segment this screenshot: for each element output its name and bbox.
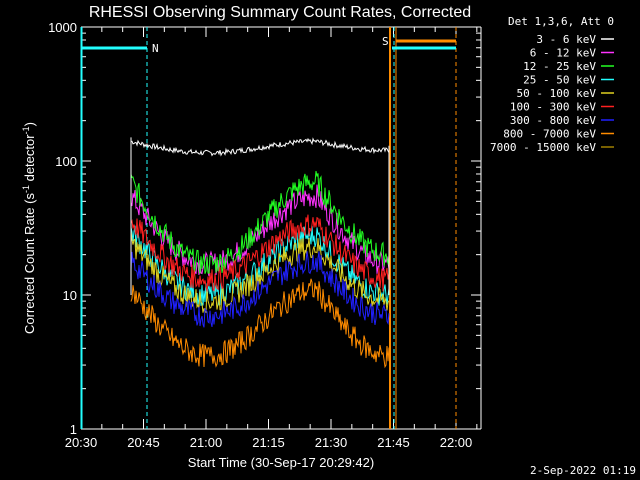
- y-tick-label: 1000: [48, 20, 77, 35]
- timestamp: 2-Sep-2022 01:19: [530, 464, 636, 477]
- legend-label: 50 - 100 keV: [517, 87, 597, 100]
- x-ticks: 20:30 20:45 21:00 21:15 21:30 21:45 22:00: [65, 27, 478, 450]
- x-tick-label: 20:45: [127, 435, 160, 450]
- legend-label: 3 - 6 keV: [536, 33, 596, 46]
- legend-label: 25 - 50 keV: [523, 74, 596, 87]
- x-axis-label: Start Time (30-Sep-17 20:29:42): [188, 455, 374, 470]
- night-label: N: [152, 42, 159, 55]
- y-tick-label: 10: [63, 288, 77, 303]
- y-axis-label: Corrected Count Rate (s-1 detector-1): [21, 122, 37, 334]
- series-line-6: [130, 251, 390, 328]
- legend-label: 800 - 7000 keV: [503, 128, 596, 141]
- x-tick-label: 22:00: [440, 435, 473, 450]
- x-tick-label: 21:45: [377, 435, 410, 450]
- y-tick-label: 1: [70, 422, 77, 437]
- x-tick-label: 21:00: [190, 435, 223, 450]
- series-group: [130, 137, 390, 369]
- legend-label: 6 - 12 keV: [530, 47, 597, 60]
- y-tick-label: 100: [55, 154, 77, 169]
- series-line-2: [130, 171, 390, 275]
- legend-label: 100 - 300 keV: [510, 101, 596, 114]
- y-ticks: 1 10 100 1000: [48, 20, 481, 437]
- series-line-7: [130, 278, 390, 369]
- x-tick-label: 21:15: [252, 435, 285, 450]
- legend-label: 7000 - 15000 keV: [490, 141, 596, 154]
- series-line-0: [130, 137, 390, 157]
- x-tick-label: 21:30: [315, 435, 348, 450]
- x-tick-label: 20:30: [65, 435, 98, 450]
- chart-title: RHESSI Observing Summary Count Rates, Co…: [89, 4, 471, 21]
- legend-header: Det 1,3,6, Att 0: [508, 15, 614, 28]
- event-markers: NS: [80, 27, 457, 429]
- legend-label: 12 - 25 keV: [523, 60, 596, 73]
- legend-label: 300 - 800 keV: [510, 114, 596, 127]
- series-line-4: [130, 230, 390, 313]
- saa-label: S: [382, 35, 389, 48]
- series-line-5: [130, 214, 390, 292]
